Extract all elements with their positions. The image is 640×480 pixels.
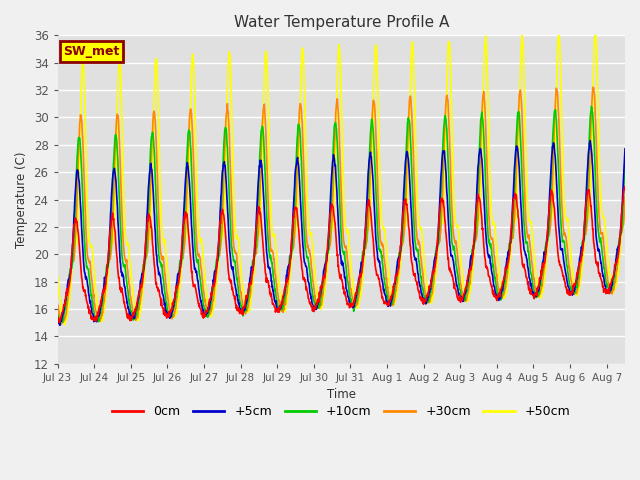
Title: Water Temperature Profile A: Water Temperature Profile A <box>234 15 449 30</box>
Text: SW_met: SW_met <box>63 45 120 58</box>
X-axis label: Time: Time <box>327 388 356 401</box>
Y-axis label: Temperature (C): Temperature (C) <box>15 151 28 248</box>
Legend: 0cm, +5cm, +10cm, +30cm, +50cm: 0cm, +5cm, +10cm, +30cm, +50cm <box>108 400 575 423</box>
